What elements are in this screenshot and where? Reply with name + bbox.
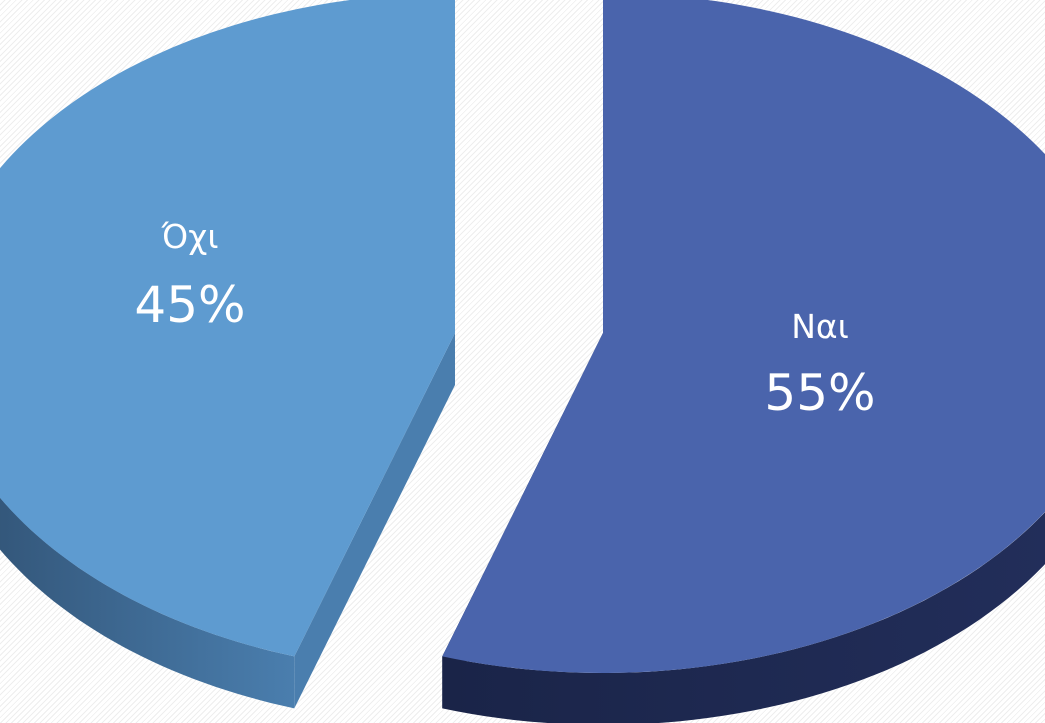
pie-slice-cut-0 bbox=[294, 333, 455, 709]
pie-slice-0 bbox=[0, 0, 455, 657]
slice-value-label-1: 55% bbox=[764, 364, 875, 422]
slice-label-group: Όχι 45% Ναι 55% bbox=[134, 217, 875, 422]
slice-category-label-0: Όχι bbox=[160, 217, 218, 256]
pie-slice-1 bbox=[442, 0, 1045, 673]
pie-slice-side-1 bbox=[442, 512, 1045, 723]
slice-value-label-0: 45% bbox=[134, 276, 245, 334]
slice-category-label-1: Ναι bbox=[791, 307, 849, 346]
slice-top-group bbox=[0, 0, 1045, 673]
pie-slice-side-0 bbox=[0, 497, 295, 709]
